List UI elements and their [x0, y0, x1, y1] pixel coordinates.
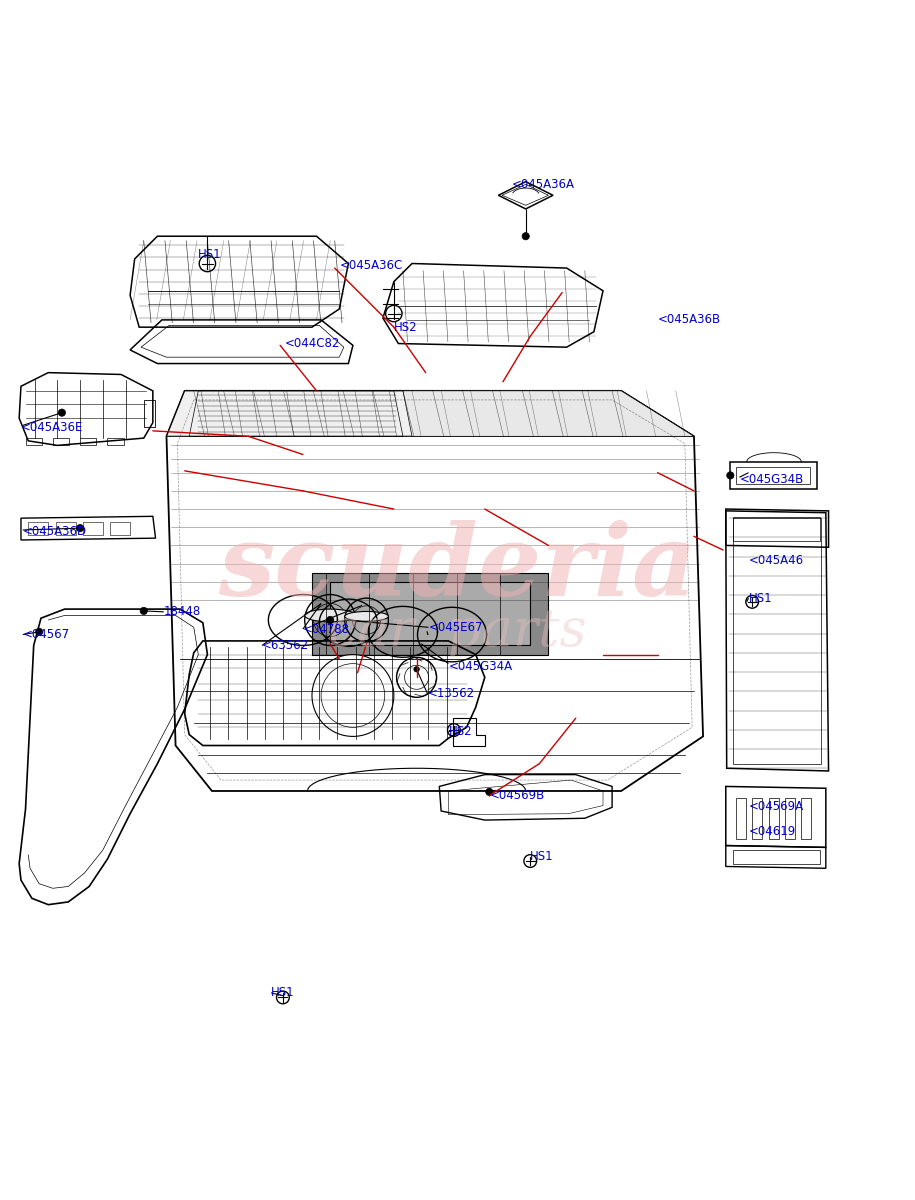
Text: <13562: <13562 [427, 688, 475, 700]
Text: HS1: HS1 [199, 248, 222, 260]
Circle shape [36, 628, 43, 636]
Bar [733, 518, 822, 763]
Polygon shape [167, 391, 694, 437]
Text: car  parts: car parts [328, 606, 587, 658]
Circle shape [140, 607, 147, 614]
Bar [802, 798, 812, 839]
Text: <04619: <04619 [748, 826, 796, 839]
Text: <045A36B: <045A36B [658, 313, 721, 326]
Bar [733, 850, 821, 864]
Bar [330, 582, 531, 646]
Text: scuderia: scuderia [218, 520, 697, 617]
Text: <044C82: <044C82 [285, 337, 340, 350]
Polygon shape [403, 391, 694, 437]
Text: HS2: HS2 [448, 725, 472, 738]
Bar [736, 467, 811, 484]
Text: <045A46: <045A46 [748, 554, 803, 568]
Text: <04569B: <04569B [490, 790, 544, 802]
Text: HS1: HS1 [531, 850, 554, 863]
Text: <045G34B: <045G34B [739, 474, 803, 486]
Bar [53, 438, 70, 445]
Circle shape [414, 666, 419, 672]
Circle shape [327, 617, 334, 624]
Bar [752, 798, 762, 839]
Circle shape [312, 654, 393, 737]
Text: <04788: <04788 [303, 623, 350, 636]
Bar [107, 438, 124, 445]
Bar [769, 798, 779, 839]
Ellipse shape [345, 612, 388, 622]
Text: <04567: <04567 [23, 628, 70, 641]
Bar [110, 522, 130, 534]
Text: <04569A: <04569A [748, 800, 803, 812]
Text: <045A36D: <045A36D [23, 526, 87, 539]
Circle shape [727, 472, 734, 479]
Circle shape [486, 788, 493, 796]
Text: <63562: <63562 [262, 638, 309, 652]
Bar [26, 438, 42, 445]
Bar [785, 798, 795, 839]
Text: <045A36C: <045A36C [339, 259, 403, 272]
Circle shape [59, 409, 66, 416]
Bar [312, 572, 548, 654]
Bar [28, 522, 48, 534]
Bar [733, 517, 821, 541]
Circle shape [522, 233, 530, 240]
Text: <045A36A: <045A36A [512, 178, 575, 191]
Bar [144, 400, 155, 427]
Bar [83, 522, 102, 534]
Bar [81, 438, 96, 445]
Bar [56, 522, 76, 534]
Text: HS1: HS1 [271, 986, 295, 1000]
Ellipse shape [305, 610, 356, 622]
Bar [736, 798, 746, 839]
Text: 18448: 18448 [164, 605, 201, 618]
Text: HS2: HS2 [393, 320, 417, 334]
Text: HS1: HS1 [748, 592, 772, 605]
Circle shape [77, 524, 83, 532]
Text: <045A36E: <045A36E [21, 421, 83, 433]
Text: <045G34A: <045G34A [448, 660, 512, 673]
Text: <045E67: <045E67 [428, 620, 483, 634]
